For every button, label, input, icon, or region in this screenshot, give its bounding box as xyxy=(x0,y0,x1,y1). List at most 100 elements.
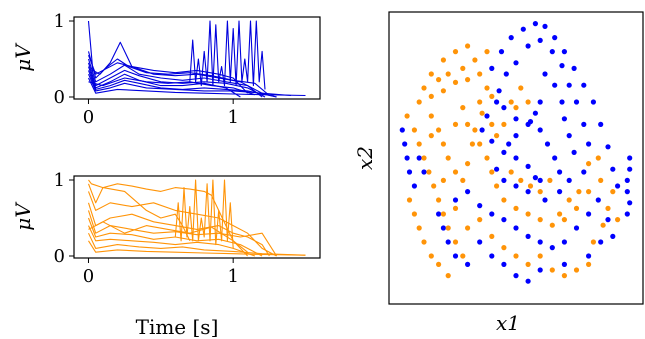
scatter-point xyxy=(581,121,587,127)
scatter-point xyxy=(501,197,507,203)
scatter-point xyxy=(496,88,502,94)
scatter-point xyxy=(508,35,514,41)
scatter-point xyxy=(527,119,534,125)
scatter-point xyxy=(406,169,413,175)
scatter-point xyxy=(525,233,531,239)
scatter-point xyxy=(406,197,413,203)
scatter-point xyxy=(460,65,466,71)
scatter-point xyxy=(465,161,471,167)
scatter-point xyxy=(586,261,592,267)
scatter-point xyxy=(440,141,446,147)
scatter-point xyxy=(537,217,543,223)
scatter-point xyxy=(590,99,597,105)
series-line-5 xyxy=(87,70,277,98)
scatter-point xyxy=(416,141,422,147)
scatter-point xyxy=(440,88,446,94)
scatter-point xyxy=(586,211,592,217)
scatter-point xyxy=(525,99,531,105)
scatter-point xyxy=(537,99,543,105)
scatter-point xyxy=(552,155,558,161)
series-line-0 xyxy=(88,179,248,257)
scatter-point xyxy=(525,163,531,169)
scatter-point xyxy=(520,26,526,32)
scatter-point xyxy=(525,211,531,217)
scatter-point xyxy=(452,169,459,175)
scatter-point xyxy=(479,110,485,116)
x-tick-label: 1 xyxy=(227,107,238,128)
scatter-point xyxy=(525,189,531,195)
series-group xyxy=(87,179,306,257)
scatter-point xyxy=(561,273,568,279)
scatter-point xyxy=(508,169,514,175)
scatter-point xyxy=(513,155,519,161)
scatter-point xyxy=(465,77,471,83)
scatter-point xyxy=(469,141,475,147)
scatter-point xyxy=(573,99,580,105)
scatter-point xyxy=(452,79,459,85)
scatter-point xyxy=(513,60,519,66)
scatter-point xyxy=(537,239,543,245)
scatter-point xyxy=(484,85,490,91)
scatter-point xyxy=(416,225,422,231)
scatter-point xyxy=(508,99,514,105)
scatter-point xyxy=(436,211,442,217)
scatter-point xyxy=(440,211,446,217)
scatter-point xyxy=(537,127,543,133)
scatter-point xyxy=(552,35,558,41)
scatter-point xyxy=(513,273,519,279)
scatter-point xyxy=(542,197,548,203)
scatter-point xyxy=(537,37,543,44)
scatter-point xyxy=(421,155,427,161)
scatter-point xyxy=(542,71,548,77)
scatter-point xyxy=(573,205,580,211)
scatter-point xyxy=(489,65,495,71)
scatter-point xyxy=(559,63,565,69)
scatter-point xyxy=(477,99,483,105)
scatter-point xyxy=(549,267,555,273)
scatter-point xyxy=(571,149,577,155)
scatter-point xyxy=(477,71,483,77)
scatter-point xyxy=(445,71,451,77)
x-axis-label: x1 xyxy=(496,311,520,335)
scatter-point xyxy=(549,245,555,251)
scatter-point xyxy=(440,57,446,63)
scatter-point xyxy=(518,177,524,183)
scatter-point xyxy=(561,239,568,245)
scatter-point xyxy=(489,233,495,239)
scatter-point xyxy=(460,177,466,183)
y-axis-label: x2 xyxy=(353,146,377,170)
scatter-point xyxy=(436,261,442,267)
scatter-point xyxy=(498,49,505,55)
scatter-point xyxy=(421,85,427,91)
scatter-point xyxy=(460,105,466,111)
scatter-point xyxy=(494,99,500,105)
scatter-point xyxy=(566,133,572,139)
scatter-point xyxy=(484,49,490,55)
scatter-point xyxy=(557,211,563,217)
scatter-point xyxy=(627,200,633,206)
scatter-point xyxy=(416,99,422,105)
scatter-point xyxy=(399,127,405,133)
scatter-point xyxy=(542,23,548,29)
scatter-point xyxy=(513,253,519,259)
scatter-point xyxy=(428,253,434,259)
y-tick-label: 1 xyxy=(54,170,65,191)
scatter-point xyxy=(610,166,616,172)
scatter-point xyxy=(566,82,572,88)
scatter-point xyxy=(532,110,539,116)
axes-frame xyxy=(73,16,321,100)
series-line-2 xyxy=(87,58,263,98)
scatter-point xyxy=(494,183,500,189)
scatter-point xyxy=(465,225,471,231)
scatter-point xyxy=(557,189,563,195)
scatter-point xyxy=(561,49,568,55)
scatter-point xyxy=(411,183,417,189)
scatter-point xyxy=(465,261,471,267)
scatter-point xyxy=(527,183,534,189)
series-group xyxy=(87,20,306,98)
scatter-point xyxy=(489,121,495,127)
scatter-point xyxy=(586,161,592,167)
scatter-point xyxy=(627,155,633,161)
scatter-series-1 xyxy=(404,43,621,279)
scatter-point xyxy=(472,57,478,63)
